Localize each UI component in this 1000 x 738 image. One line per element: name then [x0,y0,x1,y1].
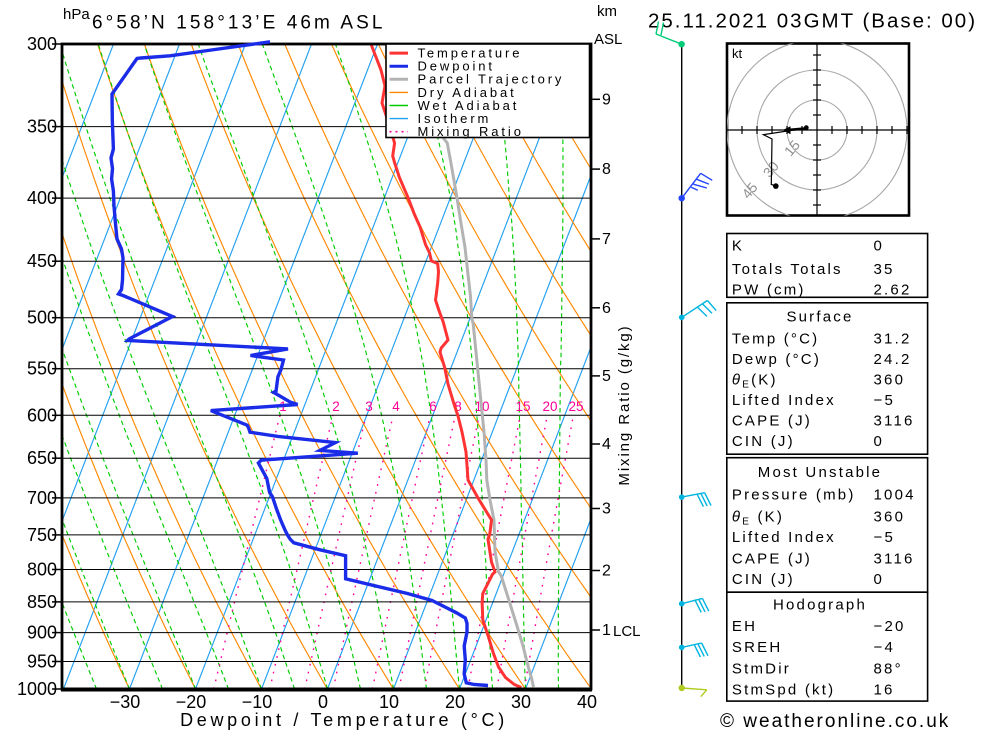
svg-text:4: 4 [602,436,611,453]
svg-text:900: 900 [27,623,57,643]
svg-text:450: 450 [27,251,57,271]
svg-text:−20: −20 [176,692,207,712]
svg-text:km: km [597,3,617,20]
svg-text:CAPE (J): CAPE (J) [732,412,812,429]
svg-text:4: 4 [392,399,400,414]
svg-text:0: 0 [874,571,885,588]
svg-text:9: 9 [602,91,611,108]
svg-text:Mixing Ratio: Mixing Ratio [418,124,524,139]
svg-text:−4: −4 [874,639,896,656]
svg-text:6: 6 [602,300,611,317]
svg-text:hPa: hPa [63,6,90,23]
svg-text:850: 850 [27,592,57,612]
svg-text:2: 2 [332,399,340,414]
svg-text:35: 35 [874,261,895,278]
svg-text:25.11.2021 03GMT (Base: 00): 25.11.2021 03GMT (Base: 00) [648,10,977,33]
svg-text:88°: 88° [874,660,903,677]
svg-text:0: 0 [874,238,885,255]
svg-text:Lifted Index: Lifted Index [732,392,836,409]
svg-text:600: 600 [27,405,57,425]
svg-text:3: 3 [365,399,373,414]
svg-text:Wet Adiabat: Wet Adiabat [418,98,520,113]
svg-text:Lifted Index: Lifted Index [732,529,836,546]
svg-text:7: 7 [602,231,611,248]
svg-text:800: 800 [27,560,57,580]
svg-text:700: 700 [27,488,57,508]
svg-text:400: 400 [27,188,57,208]
svg-text:3116: 3116 [874,550,915,567]
svg-text:3: 3 [602,501,611,518]
svg-text:30: 30 [511,692,531,712]
svg-text:ASL: ASL [594,31,622,48]
svg-text:−20: −20 [874,618,906,635]
svg-text:15: 15 [515,399,530,414]
svg-text:16: 16 [874,682,895,699]
svg-text:EH: EH [732,618,757,635]
svg-text:Temperature: Temperature [418,46,523,61]
svg-text:3116: 3116 [874,412,915,429]
svg-text:10: 10 [379,692,399,712]
svg-text:Isotherm: Isotherm [418,111,492,126]
svg-text:Dewpoint: Dewpoint [418,59,495,74]
svg-text:20: 20 [542,399,557,414]
svg-text:0: 0 [874,433,885,450]
svg-text:6°58’N 158°13’E 46m ASL: 6°58’N 158°13’E 46m ASL [92,13,386,34]
svg-text:500: 500 [27,308,57,328]
svg-text:−30: −30 [110,692,141,712]
svg-text:31.2: 31.2 [874,330,912,347]
svg-text:© weatheronline.co.uk: © weatheronline.co.uk [720,711,950,732]
svg-text:5: 5 [602,368,611,385]
svg-text:PW (cm): PW (cm) [732,281,806,298]
svg-text:350: 350 [27,117,57,137]
svg-text:K: K [732,238,744,255]
svg-text:Totals Totals: Totals Totals [732,261,843,278]
svg-text:SREH: SREH [732,639,782,656]
svg-text:−5: −5 [874,529,896,546]
svg-text:LCL: LCL [613,623,641,640]
svg-text:CIN (J): CIN (J) [732,571,795,588]
svg-text:1: 1 [602,622,611,639]
svg-text:StmDir: StmDir [732,660,791,677]
svg-text:360: 360 [874,509,906,526]
svg-text:40: 40 [577,692,597,712]
svg-text:1000: 1000 [17,679,57,699]
svg-text:Mixing Ratio (g/kg): Mixing Ratio (g/kg) [616,324,633,485]
svg-text:CIN (J): CIN (J) [732,433,795,450]
svg-text:Dry Adiabat: Dry Adiabat [418,85,517,100]
svg-text:24.2: 24.2 [874,351,912,368]
svg-text:Most Unstable: Most Unstable [758,464,882,481]
svg-text:θE(K): θE(K) [732,371,778,390]
svg-text:950: 950 [27,652,57,672]
svg-text:Parcel Trajectory: Parcel Trajectory [418,72,565,87]
svg-text:550: 550 [27,359,57,379]
svg-text:Surface: Surface [786,309,853,326]
svg-text:750: 750 [27,525,57,545]
svg-text:360: 360 [874,371,906,388]
svg-text:−5: −5 [874,392,896,409]
svg-text:8: 8 [602,161,611,178]
svg-text:kt: kt [732,46,743,61]
svg-text:650: 650 [27,448,57,468]
svg-text:Hodograph: Hodograph [773,597,867,614]
svg-text:Pressure (mb): Pressure (mb) [732,487,856,504]
svg-text:CAPE (J): CAPE (J) [732,550,812,567]
svg-text:2: 2 [602,563,611,580]
svg-text:θE (K): θE (K) [732,509,784,528]
svg-text:2.62: 2.62 [874,281,912,298]
svg-text:0: 0 [318,692,328,712]
svg-text:Temp (°C): Temp (°C) [732,330,819,347]
svg-text:6: 6 [429,399,437,414]
svg-text:20: 20 [445,692,465,712]
svg-text:1004: 1004 [874,487,916,504]
svg-text:StmSpd (kt): StmSpd (kt) [732,682,835,699]
svg-text:Dewpoint / Temperature (°C): Dewpoint / Temperature (°C) [180,710,508,730]
svg-text:8: 8 [454,399,462,414]
svg-text:300: 300 [27,34,57,54]
svg-text:−10: −10 [242,692,273,712]
svg-text:Dewp (°C): Dewp (°C) [732,351,821,368]
svg-text:25: 25 [568,399,583,414]
